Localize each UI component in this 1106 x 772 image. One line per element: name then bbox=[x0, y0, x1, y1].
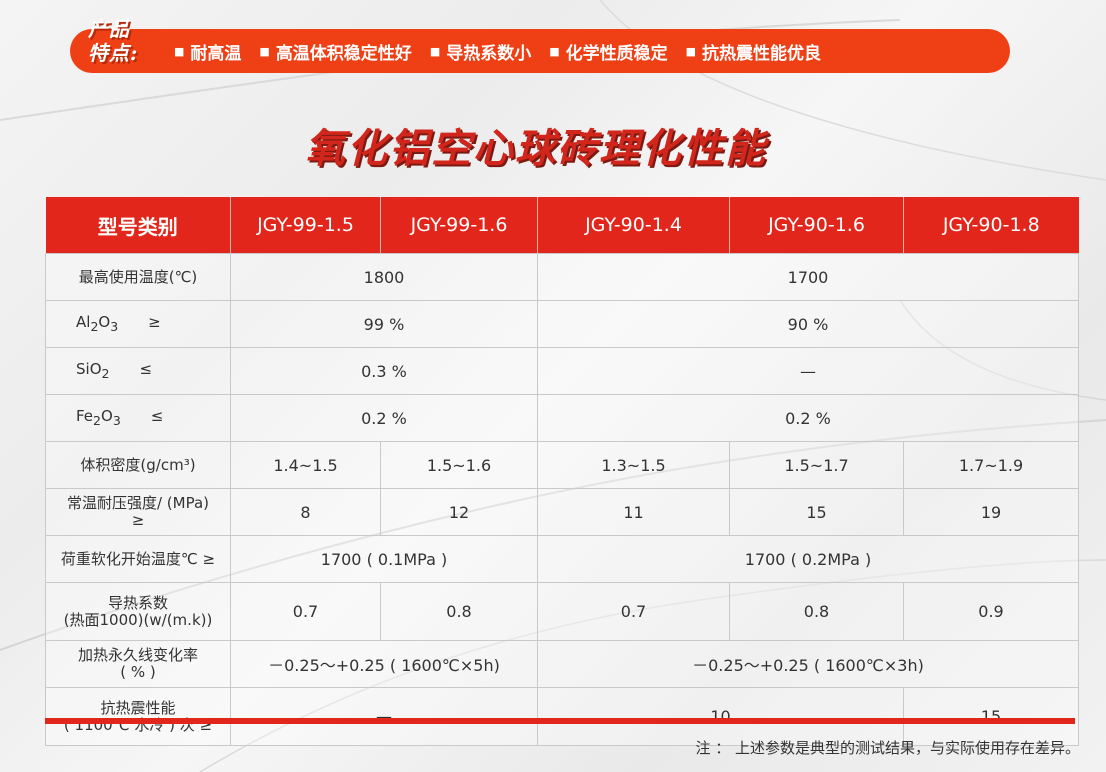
table-cell: 15 bbox=[729, 488, 904, 536]
table-cell: 12 bbox=[380, 488, 538, 536]
header-cell: JGY-90-1.8 bbox=[903, 197, 1079, 254]
table-row: Fe2O3 ≤ 0.2 % 0.2 % bbox=[45, 394, 1079, 442]
table-cell: — bbox=[230, 687, 538, 746]
table-cell: 0.7 bbox=[230, 582, 381, 641]
table-bottom-bar bbox=[45, 718, 1075, 724]
table-row: SiO2 ≤ 0.3 % — bbox=[45, 347, 1079, 395]
table-cell: 0.3 % bbox=[230, 347, 538, 395]
table-cell: — bbox=[537, 347, 1079, 395]
page-title: 氧化铝空心球砖理化性能 bbox=[305, 126, 767, 172]
row-label: 荷重软化开始温度℃ ≥ bbox=[45, 535, 231, 583]
table-cell: 10 bbox=[537, 687, 904, 746]
table-row: 加热永久线变化率( % ) －0.25～+0.25 ( 1600℃×5h) －0… bbox=[45, 640, 1079, 688]
table-cell: 1.4~1.5 bbox=[230, 441, 381, 489]
features-banner: 产品 特点: ■ 耐高温 ■ 高温体积稳定性好 ■ 导热系数小 ■ 化学性质稳定 ■ 抗热… bbox=[70, 17, 1010, 73]
feature-item: ■ 导热系数小 bbox=[429, 43, 532, 64]
header-cell: 型号类别 bbox=[45, 197, 231, 254]
table-row: 导热系数 (热面1000)(w/(m.k)) 0.7 0.8 0.7 0.8 0.… bbox=[45, 582, 1079, 641]
feature-item: ■ 化学性质稳定 bbox=[549, 43, 668, 64]
table-cell: 0.2 % bbox=[230, 394, 538, 442]
table-cell: －0.25～+0.25 ( 1600℃×3h) bbox=[537, 640, 1079, 688]
row-label: 最高使用温度(℃) bbox=[45, 253, 231, 301]
row-label: Al2O3 ≥ bbox=[45, 300, 231, 348]
bullet-icon: ■ bbox=[174, 44, 185, 58]
feature-item: ■ 高温体积稳定性好 bbox=[259, 43, 412, 64]
table-cell: －0.25～+0.25 ( 1600℃×5h) bbox=[230, 640, 538, 688]
row-label: 体积密度(g/cm³) bbox=[45, 441, 231, 489]
row-label: 常温耐压强度/ (MPa) ≥ bbox=[45, 488, 231, 536]
table-cell: 15 bbox=[903, 687, 1079, 746]
table-cell: 1.3~1.5 bbox=[537, 441, 730, 489]
table-cell: 1700 ( 0.1MPa ) bbox=[230, 535, 538, 583]
feature-list: ■ 耐高温 ■ 高温体积稳定性好 ■ 导热系数小 ■ 化学性质稳定 ■ 抗热震性能优良 bbox=[174, 39, 839, 64]
table-cell: 0.7 bbox=[537, 582, 730, 641]
table-cell: 8 bbox=[230, 488, 381, 536]
table-row: Al2O3 ≥ 99 % 90 % bbox=[45, 300, 1079, 348]
table-cell: 0.9 bbox=[903, 582, 1079, 641]
table-cell: 1.5~1.7 bbox=[729, 441, 904, 489]
table-cell: 99 % bbox=[230, 300, 538, 348]
header-cell: JGY-99-1.5 bbox=[230, 197, 381, 254]
row-label: SiO2 ≤ bbox=[45, 347, 231, 395]
table-cell: 1700 bbox=[537, 253, 1079, 301]
table-cell: 1700 ( 0.2MPa ) bbox=[537, 535, 1079, 583]
bullet-icon: ■ bbox=[549, 44, 560, 58]
row-label: 导热系数 (热面1000)(w/(m.k)) bbox=[45, 582, 231, 641]
bullet-icon: ■ bbox=[429, 44, 441, 58]
table-cell: 19 bbox=[903, 488, 1079, 536]
bullet-icon: ■ bbox=[259, 44, 270, 58]
header-cell: JGY-90-1.6 bbox=[729, 197, 904, 254]
header-cell: JGY-99-1.6 bbox=[380, 197, 538, 254]
table-row: 最高使用温度(℃) 1800 1700 bbox=[45, 253, 1079, 301]
features-label: 产品 特点: bbox=[88, 17, 139, 65]
table-cell: 0.8 bbox=[729, 582, 904, 641]
table-cell: 90 % bbox=[537, 300, 1079, 348]
row-label: Fe2O3 ≤ bbox=[45, 394, 231, 442]
table-row: 抗热震性能( 1100℃ 水冷 ) 次 ≥ — 10 15 bbox=[45, 687, 1079, 746]
table-row: 体积密度(g/cm³) 1.4~1.5 1.5~1.6 1.3~1.5 1.5~… bbox=[45, 441, 1079, 489]
feature-item: ■ 耐高温 bbox=[174, 43, 242, 64]
bullet-icon: ■ bbox=[685, 44, 697, 58]
table-cell: 11 bbox=[537, 488, 730, 536]
footnote: 注 ： 上述参数是典型的测试结果，与实际使用存在差异。 bbox=[695, 739, 1080, 757]
feature-item: ■ 抗热震性能优良 bbox=[685, 43, 822, 64]
table-row: 荷重软化开始温度℃ ≥ 1700 ( 0.1MPa ) 1700 ( 0.2MP… bbox=[45, 535, 1079, 583]
row-label: 抗热震性能( 1100℃ 水冷 ) 次 ≥ bbox=[45, 687, 231, 746]
table-cell: 1.5~1.6 bbox=[380, 441, 538, 489]
table-row: 常温耐压强度/ (MPa) ≥ 8 12 11 15 19 bbox=[45, 488, 1079, 536]
table-cell: 1800 bbox=[230, 253, 538, 301]
table-cell: 1.7~1.9 bbox=[903, 441, 1079, 489]
row-label: 加热永久线变化率( % ) bbox=[45, 640, 231, 688]
table-cell: 0.2 % bbox=[537, 394, 1079, 442]
header-cell: JGY-90-1.4 bbox=[537, 197, 730, 254]
table-header-row: 型号类别 JGY-99-1.5 JGY-99-1.6 JGY-90-1.4 JG… bbox=[45, 197, 1079, 254]
table-cell: 0.8 bbox=[380, 582, 538, 641]
properties-table: 型号类别 JGY-99-1.5 JGY-99-1.6 JGY-90-1.4 JG… bbox=[45, 197, 1079, 746]
